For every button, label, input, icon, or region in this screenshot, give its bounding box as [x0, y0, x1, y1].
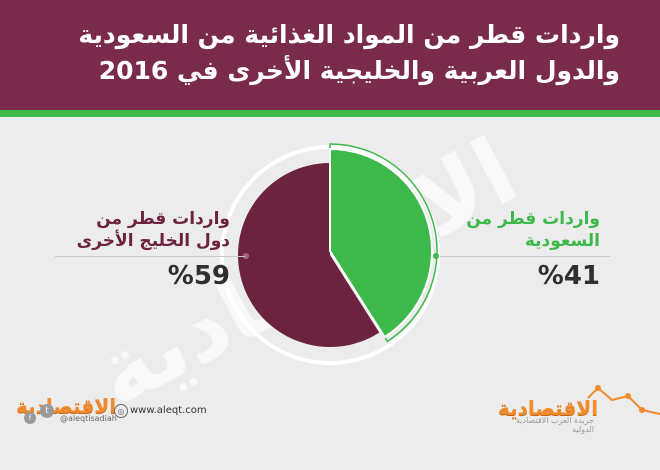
separator-left: [55, 256, 245, 257]
leader-dot-gulf: [243, 253, 249, 259]
footer-brand-logo-right: الاقتصادية: [498, 396, 599, 420]
twitter-icon[interactable]: t: [40, 404, 54, 418]
footer-brand-subtitle: جريدة العرب الاقتصادية الدولية: [515, 416, 594, 434]
facebook-icon[interactable]: f: [24, 412, 36, 424]
pie-chart: [220, 143, 440, 365]
slice-label-saudi: واردات قطر من السعودية %41: [450, 208, 600, 292]
slice-label-gulf: واردات قطر من دول الخليج الأخرى %59: [60, 208, 230, 292]
header-banner: [0, 0, 660, 110]
website-link[interactable]: www.aleqt.com: [130, 405, 207, 416]
slice-label-gulf-line1: واردات قطر من: [96, 209, 230, 229]
slice-value-saudi: %41: [537, 261, 600, 291]
pie-slice-saudi-outline: [329, 143, 438, 343]
header-stripe: [0, 110, 660, 117]
slice-label-saudi-line1: واردات قطر من: [466, 209, 600, 229]
chart-title-line1: واردات قطر من المواد الغذائية من السعودي…: [78, 20, 620, 49]
slice-label-gulf-line2: دول الخليج الأخرى: [76, 231, 230, 251]
pie-slice-saudi: [329, 147, 433, 339]
leader-dot-saudi: [433, 253, 439, 259]
social-handle[interactable]: @aleqtisadiah: [60, 414, 117, 423]
pie-slice-gulf: [237, 163, 380, 347]
globe-icon: ◎: [114, 404, 128, 418]
slice-value-gulf: %59: [167, 261, 230, 291]
separator-right: [440, 256, 610, 257]
slice-label-saudi-line2: السعودية: [524, 231, 600, 251]
chart-title-line2: والدول العربية والخليجية الأخرى في 2016: [98, 56, 620, 85]
